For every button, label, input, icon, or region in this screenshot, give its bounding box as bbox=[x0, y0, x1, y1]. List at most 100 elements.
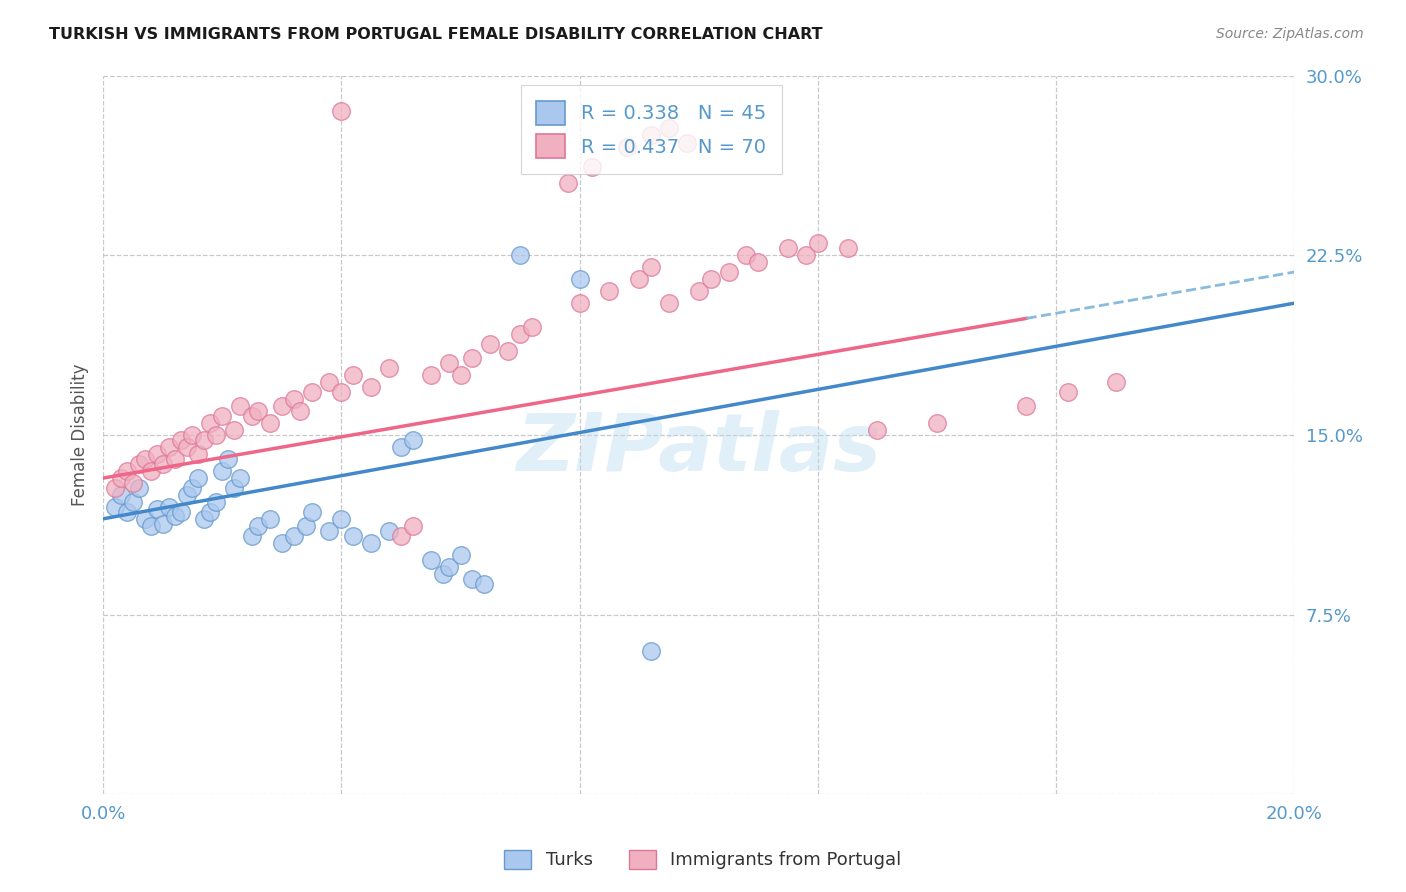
Point bbox=[616, 140, 638, 154]
Point bbox=[717, 265, 740, 279]
Point bbox=[301, 505, 323, 519]
Point bbox=[110, 488, 132, 502]
Point bbox=[205, 428, 228, 442]
Point bbox=[187, 447, 209, 461]
Point bbox=[699, 272, 721, 286]
Point bbox=[134, 512, 156, 526]
Point bbox=[224, 423, 246, 437]
Point bbox=[450, 368, 472, 382]
Point bbox=[389, 440, 412, 454]
Point bbox=[520, 320, 543, 334]
Point bbox=[598, 284, 620, 298]
Point bbox=[509, 248, 531, 262]
Point bbox=[176, 488, 198, 502]
Point bbox=[122, 495, 145, 509]
Point bbox=[224, 481, 246, 495]
Point bbox=[157, 500, 180, 514]
Point bbox=[270, 535, 292, 549]
Point bbox=[229, 399, 252, 413]
Point bbox=[461, 351, 484, 366]
Point bbox=[283, 392, 305, 406]
Point bbox=[568, 272, 591, 286]
Point bbox=[145, 447, 167, 461]
Point bbox=[145, 502, 167, 516]
Point bbox=[330, 512, 353, 526]
Point bbox=[1015, 399, 1038, 413]
Point bbox=[778, 241, 800, 255]
Point bbox=[432, 566, 454, 581]
Point bbox=[419, 368, 441, 382]
Point bbox=[200, 416, 222, 430]
Point bbox=[658, 121, 681, 136]
Point bbox=[152, 516, 174, 531]
Point bbox=[640, 643, 662, 657]
Point bbox=[169, 505, 191, 519]
Point bbox=[419, 552, 441, 566]
Point bbox=[283, 528, 305, 542]
Point bbox=[157, 440, 180, 454]
Point bbox=[128, 457, 150, 471]
Point bbox=[318, 524, 340, 538]
Y-axis label: Female Disability: Female Disability bbox=[72, 364, 89, 506]
Point bbox=[128, 481, 150, 495]
Point bbox=[259, 512, 281, 526]
Point bbox=[318, 376, 340, 390]
Point bbox=[176, 440, 198, 454]
Point bbox=[181, 481, 204, 495]
Point bbox=[152, 457, 174, 471]
Point bbox=[240, 409, 263, 423]
Point bbox=[735, 248, 758, 262]
Point bbox=[557, 177, 579, 191]
Point bbox=[330, 104, 353, 119]
Point bbox=[581, 160, 603, 174]
Point bbox=[568, 296, 591, 310]
Point bbox=[496, 344, 519, 359]
Point bbox=[134, 451, 156, 466]
Point bbox=[288, 404, 311, 418]
Point bbox=[866, 423, 889, 437]
Point bbox=[461, 572, 484, 586]
Point bbox=[115, 505, 138, 519]
Point bbox=[259, 416, 281, 430]
Text: ZIPatlas: ZIPatlas bbox=[516, 410, 882, 488]
Point bbox=[211, 409, 233, 423]
Point bbox=[450, 548, 472, 562]
Point bbox=[163, 509, 186, 524]
Point bbox=[205, 495, 228, 509]
Point bbox=[437, 559, 460, 574]
Point bbox=[139, 519, 162, 533]
Legend: R = 0.338   N = 45, R = 0.437   N = 70: R = 0.338 N = 45, R = 0.437 N = 70 bbox=[520, 86, 782, 174]
Point bbox=[640, 128, 662, 143]
Point bbox=[270, 399, 292, 413]
Point bbox=[342, 368, 364, 382]
Point bbox=[658, 296, 681, 310]
Point bbox=[747, 255, 769, 269]
Legend: Turks, Immigrants from Portugal: Turks, Immigrants from Portugal bbox=[495, 841, 911, 879]
Point bbox=[163, 451, 186, 466]
Point bbox=[378, 360, 401, 375]
Point bbox=[925, 416, 948, 430]
Point bbox=[217, 451, 239, 466]
Point bbox=[115, 464, 138, 478]
Point bbox=[330, 384, 353, 399]
Point bbox=[122, 475, 145, 490]
Point bbox=[200, 505, 222, 519]
Point bbox=[807, 236, 830, 251]
Point bbox=[104, 481, 127, 495]
Point bbox=[1057, 384, 1080, 399]
Point bbox=[389, 528, 412, 542]
Point bbox=[1105, 376, 1128, 390]
Point bbox=[378, 524, 401, 538]
Point bbox=[688, 284, 710, 298]
Point bbox=[640, 260, 662, 275]
Point bbox=[193, 433, 215, 447]
Point bbox=[211, 464, 233, 478]
Point bbox=[246, 404, 269, 418]
Point bbox=[139, 464, 162, 478]
Point bbox=[110, 471, 132, 485]
Point bbox=[240, 528, 263, 542]
Point bbox=[837, 241, 859, 255]
Point bbox=[193, 512, 215, 526]
Point bbox=[104, 500, 127, 514]
Point bbox=[509, 327, 531, 342]
